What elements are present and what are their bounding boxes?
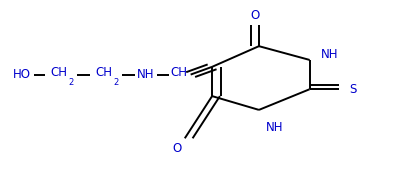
Text: NH: NH <box>320 48 338 61</box>
Text: 2: 2 <box>68 78 73 87</box>
Text: O: O <box>173 142 182 155</box>
Text: CH: CH <box>95 66 112 79</box>
Text: NH: NH <box>137 68 154 81</box>
Text: CH: CH <box>171 66 187 79</box>
Text: HO: HO <box>13 68 31 81</box>
Text: S: S <box>349 83 356 96</box>
Text: O: O <box>250 9 260 22</box>
Text: NH: NH <box>266 121 283 134</box>
Text: 2: 2 <box>113 78 118 87</box>
Text: CH: CH <box>51 66 68 79</box>
